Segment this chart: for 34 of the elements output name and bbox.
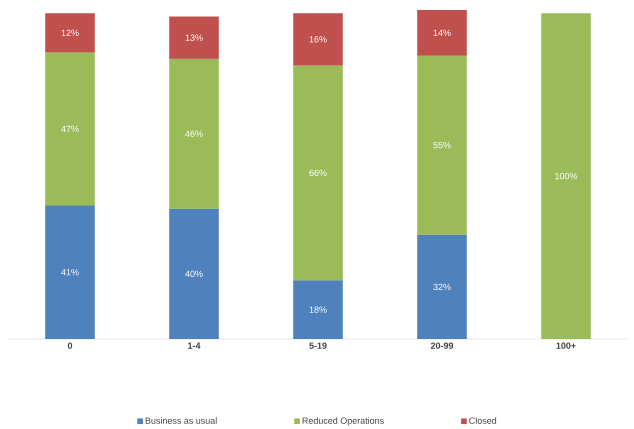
- bar: [293, 65, 343, 280]
- data-label: 14%: [434, 30, 451, 36]
- data-label: 18%: [310, 306, 327, 313]
- x-tick-label: 5-19: [309, 342, 327, 349]
- data-label: 16%: [310, 36, 327, 42]
- x-tick-label: 0: [68, 342, 72, 349]
- bar: [417, 234, 467, 339]
- data-label: 41%: [61, 269, 79, 276]
- bar: [417, 56, 467, 235]
- data-label: 13%: [186, 34, 203, 41]
- bar: [293, 280, 343, 339]
- x-tick-label: 20-99: [430, 342, 454, 349]
- bar: [169, 208, 219, 339]
- legend-label: Closed: [469, 417, 496, 424]
- bar: [293, 13, 343, 66]
- bar: [45, 205, 95, 339]
- x-tick-label: 1-4: [188, 342, 200, 349]
- bar: [541, 13, 591, 339]
- data-label: 55%: [433, 142, 451, 148]
- data-label: 12%: [62, 30, 79, 36]
- data-label: 32%: [433, 284, 451, 290]
- data-label: 100%: [555, 172, 578, 180]
- x-tick-label: 100+: [556, 342, 576, 349]
- legend-label: Reduced Operations: [302, 417, 384, 426]
- bar: [169, 16, 219, 59]
- data-label: 46%: [185, 130, 203, 137]
- bar: [417, 10, 467, 56]
- data-label: 47%: [61, 126, 79, 132]
- data-label: 40%: [185, 270, 203, 278]
- bar: [45, 13, 95, 52]
- bar: [45, 52, 95, 206]
- bar: [169, 58, 219, 209]
- legend-label: Business as usual: [146, 417, 217, 424]
- data-label: 66%: [309, 170, 327, 176]
